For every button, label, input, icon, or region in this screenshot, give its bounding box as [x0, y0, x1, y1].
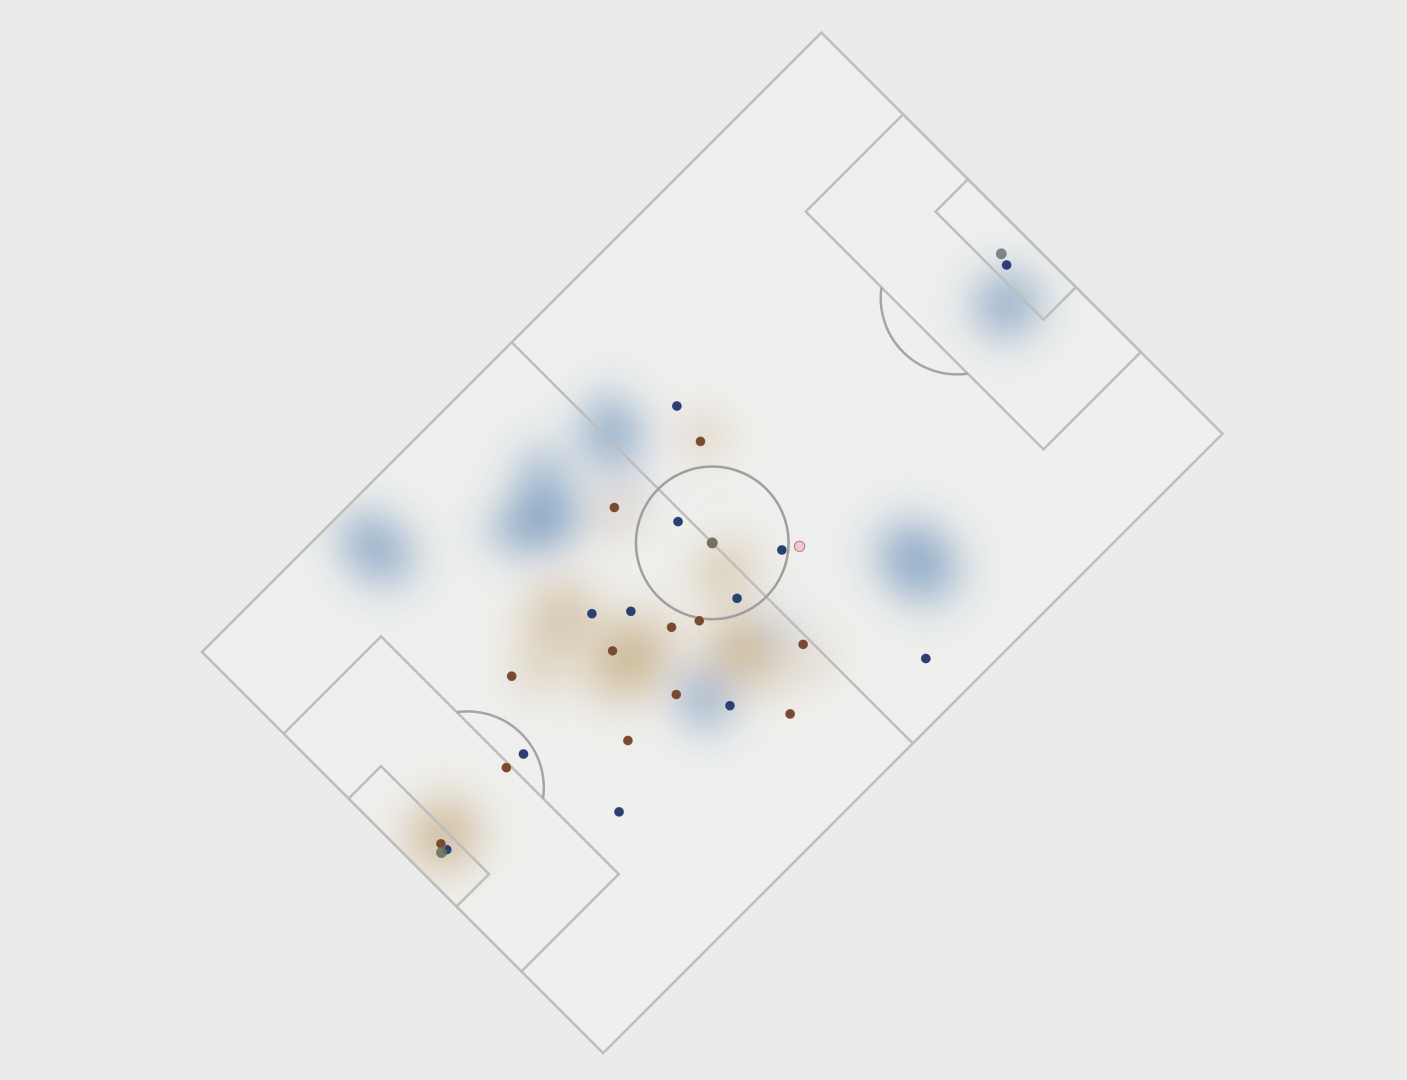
penalty-arc-left	[456, 710, 545, 799]
heat-layer	[328, 259, 1053, 884]
ball	[706, 537, 718, 549]
heat-blob-blue	[473, 498, 564, 562]
pitch	[200, 30, 1225, 1055]
penalty-arc-right	[879, 287, 968, 376]
player-dot-blue	[776, 544, 788, 556]
heat-blob-blue	[961, 259, 1053, 351]
player-dot-blue	[625, 605, 637, 617]
highlight-marker	[793, 540, 806, 553]
heat-blob-brown	[684, 530, 766, 612]
ball-marker	[995, 248, 1007, 260]
heat-blob-brown	[395, 786, 493, 884]
player-dot-brown	[608, 502, 620, 513]
player-dot-blue	[586, 608, 598, 620]
heat-blob-brown	[677, 409, 730, 463]
heat-blob-brown	[741, 649, 792, 701]
player-dot-brown	[670, 689, 682, 700]
player-dot-blue	[613, 806, 625, 818]
player-dot-brown	[797, 638, 809, 650]
heat-blob-blue	[860, 505, 975, 619]
player-dot-blue	[672, 516, 684, 528]
center-circle	[634, 465, 790, 621]
player-dot-brown	[506, 670, 518, 682]
player-dot-brown	[666, 621, 677, 633]
players-layer	[435, 248, 1013, 858]
player-dot-brown	[695, 435, 706, 447]
heat-blob-blue	[328, 502, 388, 562]
player-dot-brown	[435, 838, 447, 850]
player-dot-brown	[693, 615, 705, 627]
heat-blob-brown	[593, 488, 645, 541]
player-dot-blue	[671, 400, 683, 412]
heat-blob-brown	[506, 637, 570, 702]
player-dot-blue	[1001, 259, 1013, 271]
goal-area-right	[933, 177, 1078, 322]
player-dot-blue	[518, 748, 529, 760]
heat-blob-blue	[507, 439, 576, 508]
heat-blob-blue	[571, 381, 652, 484]
player-dot-brown	[500, 762, 512, 774]
ball-marker	[436, 847, 447, 858]
player-dot-blue	[731, 592, 743, 604]
goal-area-left	[346, 764, 491, 909]
player-dot-brown	[784, 708, 796, 720]
heat-blob-brown	[786, 634, 838, 686]
player-dot-brown	[607, 645, 618, 657]
player-dot-blue	[920, 653, 932, 664]
player-dot-blue	[724, 700, 736, 712]
player-dot-brown	[622, 735, 634, 746]
